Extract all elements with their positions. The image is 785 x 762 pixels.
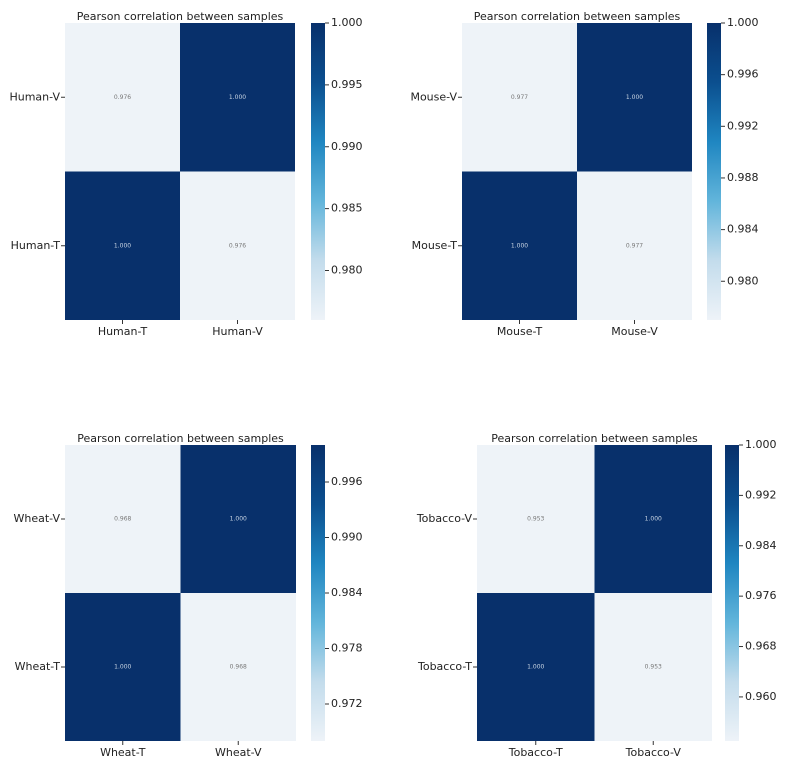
x-tick-label: Human-V bbox=[212, 325, 263, 338]
cell-value-label: 0.977 bbox=[511, 94, 528, 101]
heatmap-cell bbox=[577, 23, 692, 172]
cell-value-label: 0.968 bbox=[230, 664, 247, 671]
x-tick-label: Wheat-T bbox=[100, 746, 146, 759]
x-tick-label: Wheat-V bbox=[215, 746, 262, 759]
colorbar-tick-label: 0.980 bbox=[727, 274, 759, 287]
x-tick-label: Tobacco-V bbox=[625, 746, 682, 759]
heatmap-panel: Pearson correlation between samples 0.953… bbox=[416, 432, 777, 759]
colorbar-tick-label: 0.972 bbox=[331, 697, 363, 710]
heatmap-cell bbox=[594, 593, 712, 741]
y-tick-label: Mouse-V bbox=[410, 90, 457, 103]
heatmap-cell bbox=[65, 593, 181, 741]
colorbar-tick-label: 0.996 bbox=[727, 68, 759, 81]
heatmap-cell bbox=[462, 171, 577, 320]
y-tick-label: Tobacco-T bbox=[417, 660, 472, 673]
heatmap-cell bbox=[577, 171, 692, 320]
y-tick-label: Tobacco-V bbox=[416, 512, 473, 525]
cell-value-label: 1.000 bbox=[645, 516, 662, 523]
cell-value-label: 1.000 bbox=[230, 516, 247, 523]
cell-value-label: 1.000 bbox=[626, 94, 643, 101]
y-tick-label: Wheat-V bbox=[13, 512, 60, 525]
x-tick-label: Tobacco-T bbox=[508, 746, 563, 759]
x-tick-label: Human-T bbox=[98, 325, 148, 338]
cell-value-label: 0.977 bbox=[626, 242, 643, 249]
colorbar-tick-label: 0.988 bbox=[727, 171, 759, 184]
cell-value-label: 1.000 bbox=[527, 664, 544, 671]
y-tick-label: Wheat-T bbox=[15, 660, 61, 673]
colorbar-tick-label: 0.990 bbox=[331, 140, 363, 153]
chart-title: Pearson correlation between samples bbox=[491, 432, 698, 445]
y-tick-label: Mouse-T bbox=[412, 239, 458, 252]
colorbar-tick-label: 0.978 bbox=[331, 642, 363, 655]
x-tick-label: Mouse-V bbox=[611, 325, 658, 338]
colorbar-tick-label: 0.995 bbox=[331, 78, 363, 91]
cell-value-label: 1.000 bbox=[114, 242, 131, 249]
heatmap-cell bbox=[462, 23, 577, 172]
y-tick-label: Human-T bbox=[11, 239, 61, 252]
heatmap-panel: Pearson correlation between samples 0.977… bbox=[410, 10, 758, 338]
colorbar-tick-label: 0.980 bbox=[331, 264, 363, 277]
cell-value-label: 1.000 bbox=[114, 664, 131, 671]
colorbar-tick-label: 0.968 bbox=[745, 640, 777, 653]
heatmap-cell bbox=[180, 445, 296, 593]
colorbar-tick-label: 0.984 bbox=[745, 539, 777, 552]
colorbar-tick-label: 0.984 bbox=[727, 223, 759, 236]
colorbar bbox=[311, 445, 325, 741]
chart-title: Pearson correlation between samples bbox=[77, 10, 284, 23]
cell-value-label: 0.968 bbox=[114, 516, 131, 523]
colorbar-tick-label: 0.984 bbox=[331, 586, 363, 599]
heatmap-panel: Pearson correlation between samples 0.968… bbox=[13, 432, 362, 759]
cell-value-label: 0.976 bbox=[229, 242, 246, 249]
colorbar-tick-label: 0.996 bbox=[331, 475, 363, 488]
chart-title: Pearson correlation between samples bbox=[77, 432, 284, 445]
colorbar-tick-label: 1.000 bbox=[745, 438, 777, 451]
colorbar bbox=[725, 445, 739, 741]
colorbar-tick-label: 0.960 bbox=[745, 690, 777, 703]
heatmap-cell bbox=[477, 593, 595, 741]
cell-value-label: 1.000 bbox=[511, 242, 528, 249]
y-tick-label: Human-V bbox=[9, 90, 60, 103]
heatmap-cell bbox=[180, 593, 296, 741]
colorbar-tick-label: 0.992 bbox=[727, 119, 759, 132]
heatmap-cell bbox=[65, 171, 180, 320]
x-tick-label: Mouse-T bbox=[497, 325, 543, 338]
heatmap-cell bbox=[180, 23, 295, 172]
colorbar bbox=[707, 23, 721, 320]
colorbar-tick-label: 0.990 bbox=[331, 531, 363, 544]
colorbar-tick-label: 0.985 bbox=[331, 202, 363, 215]
colorbar bbox=[311, 23, 325, 320]
cell-value-label: 0.953 bbox=[645, 664, 662, 671]
cell-value-label: 0.976 bbox=[114, 94, 131, 101]
cell-value-label: 0.953 bbox=[527, 516, 544, 523]
colorbar-tick-label: 0.976 bbox=[745, 589, 777, 602]
colorbar-tick-label: 1.000 bbox=[727, 16, 759, 29]
heatmap-panel: Pearson correlation between samples 0.976… bbox=[9, 10, 362, 338]
heatmap-cell bbox=[477, 445, 595, 593]
heatmap-cell bbox=[180, 171, 295, 320]
heatmap-cell bbox=[65, 23, 180, 172]
colorbar-tick-label: 1.000 bbox=[331, 16, 363, 29]
heatmap-cell bbox=[594, 445, 712, 593]
heatmap-cell bbox=[65, 445, 181, 593]
cell-value-label: 1.000 bbox=[229, 94, 246, 101]
colorbar-tick-label: 0.992 bbox=[745, 488, 777, 501]
chart-title: Pearson correlation between samples bbox=[474, 10, 681, 23]
